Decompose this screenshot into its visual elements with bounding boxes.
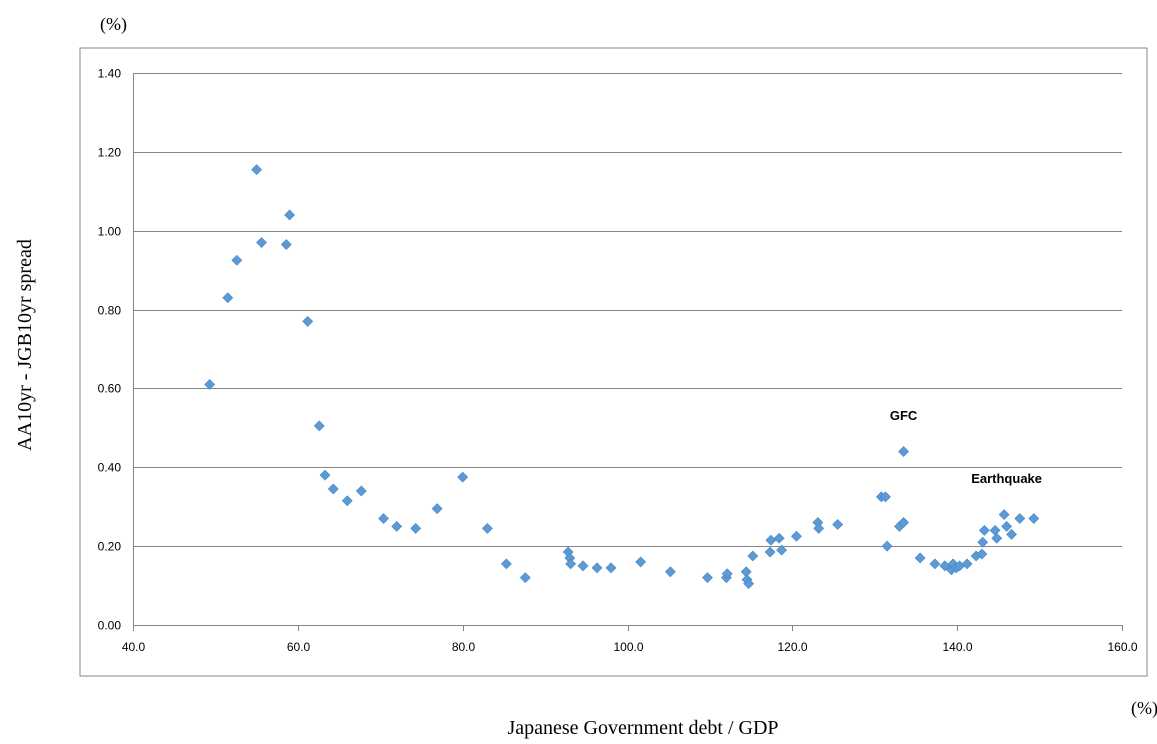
data-point: [222, 292, 234, 304]
x-tick-label: 160.0: [1107, 640, 1137, 654]
data-point: [664, 566, 676, 578]
x-tick-label: 100.0: [613, 640, 643, 654]
data-point: [898, 517, 910, 528]
data-point: [319, 469, 331, 481]
data-point: [702, 572, 713, 584]
x-tick-label: 40.0: [122, 640, 146, 654]
data-point: [378, 513, 389, 524]
x-tick-label: 140.0: [942, 640, 972, 654]
data-point: [481, 522, 493, 534]
y-tick-label: 1.00: [98, 225, 122, 239]
data-point: [280, 239, 292, 250]
data-point: [519, 572, 531, 584]
data-point: [577, 560, 589, 572]
data-point: [791, 530, 802, 542]
y-tick-label: 0.80: [98, 304, 122, 318]
data-point: [880, 491, 891, 503]
y-tick-label: 1.20: [98, 146, 122, 160]
data-point: [929, 558, 941, 570]
data-point: [591, 562, 603, 574]
data-point: [914, 552, 926, 564]
annotation-label: Earthquake: [971, 471, 1042, 486]
data-point: [1014, 513, 1026, 524]
annotation-label: GFC: [890, 408, 918, 423]
data-point: [635, 556, 647, 568]
data-point: [991, 532, 1003, 544]
gridlines: [133, 73, 1122, 547]
y-tick-label: 0.60: [98, 382, 122, 396]
data-points: [204, 164, 1040, 590]
plot-frame: [133, 73, 1123, 631]
data-point: [391, 521, 403, 532]
data-point: [284, 209, 296, 221]
data-point: [313, 420, 325, 432]
x-axis-title: Japanese Government debt / GDP: [507, 717, 778, 739]
data-point: [231, 254, 243, 266]
data-point: [605, 562, 617, 574]
y-tick-label: 1.40: [98, 67, 122, 81]
data-point: [1028, 513, 1040, 524]
data-point: [355, 485, 367, 497]
data-point: [813, 522, 825, 534]
data-point: [431, 503, 443, 515]
data-point: [1001, 521, 1013, 532]
x-tick-label: 80.0: [452, 640, 476, 654]
data-point: [457, 471, 469, 483]
data-point: [977, 536, 989, 548]
data-point: [341, 495, 353, 507]
data-point: [251, 164, 263, 176]
data-point: [747, 550, 759, 562]
y-tick-label: 0.00: [98, 619, 122, 633]
data-point: [976, 548, 988, 560]
data-point: [832, 519, 844, 530]
data-point: [204, 379, 216, 390]
data-point: [565, 558, 577, 570]
data-point: [881, 540, 893, 552]
y-unit-label: (%): [100, 14, 127, 35]
data-point: [1006, 528, 1017, 540]
data-point: [998, 509, 1010, 521]
x-unit-label: (%): [1131, 698, 1157, 719]
chart-area-border: [79, 47, 1148, 677]
annotations: GFC Earthquake: [890, 408, 1042, 486]
data-point: [743, 578, 755, 590]
y-axis-tick-labels: 0.00 0.20 0.40 0.60 0.80 1.00 1.20 1.40: [98, 67, 122, 633]
data-point: [961, 558, 973, 570]
data-point: [302, 315, 314, 327]
data-point: [500, 558, 512, 570]
data-point: [256, 237, 267, 248]
y-tick-label: 0.20: [98, 540, 122, 554]
data-point: [978, 524, 990, 536]
x-tick-label: 60.0: [287, 640, 311, 654]
data-point: [721, 568, 733, 580]
data-point: [764, 546, 776, 558]
data-point: [776, 544, 788, 556]
data-point: [773, 532, 785, 544]
x-axis-tick-labels: 40.0 60.0 80.0 100.0 120.0 140.0 160.0: [122, 640, 1138, 654]
x-tick-label: 120.0: [777, 640, 807, 654]
y-tick-label: 0.40: [98, 461, 122, 475]
y-axis-title: AA10yr - JGB10yr spread: [14, 239, 36, 451]
data-point: [410, 522, 422, 534]
data-point: [898, 446, 910, 457]
data-point: [327, 483, 339, 495]
